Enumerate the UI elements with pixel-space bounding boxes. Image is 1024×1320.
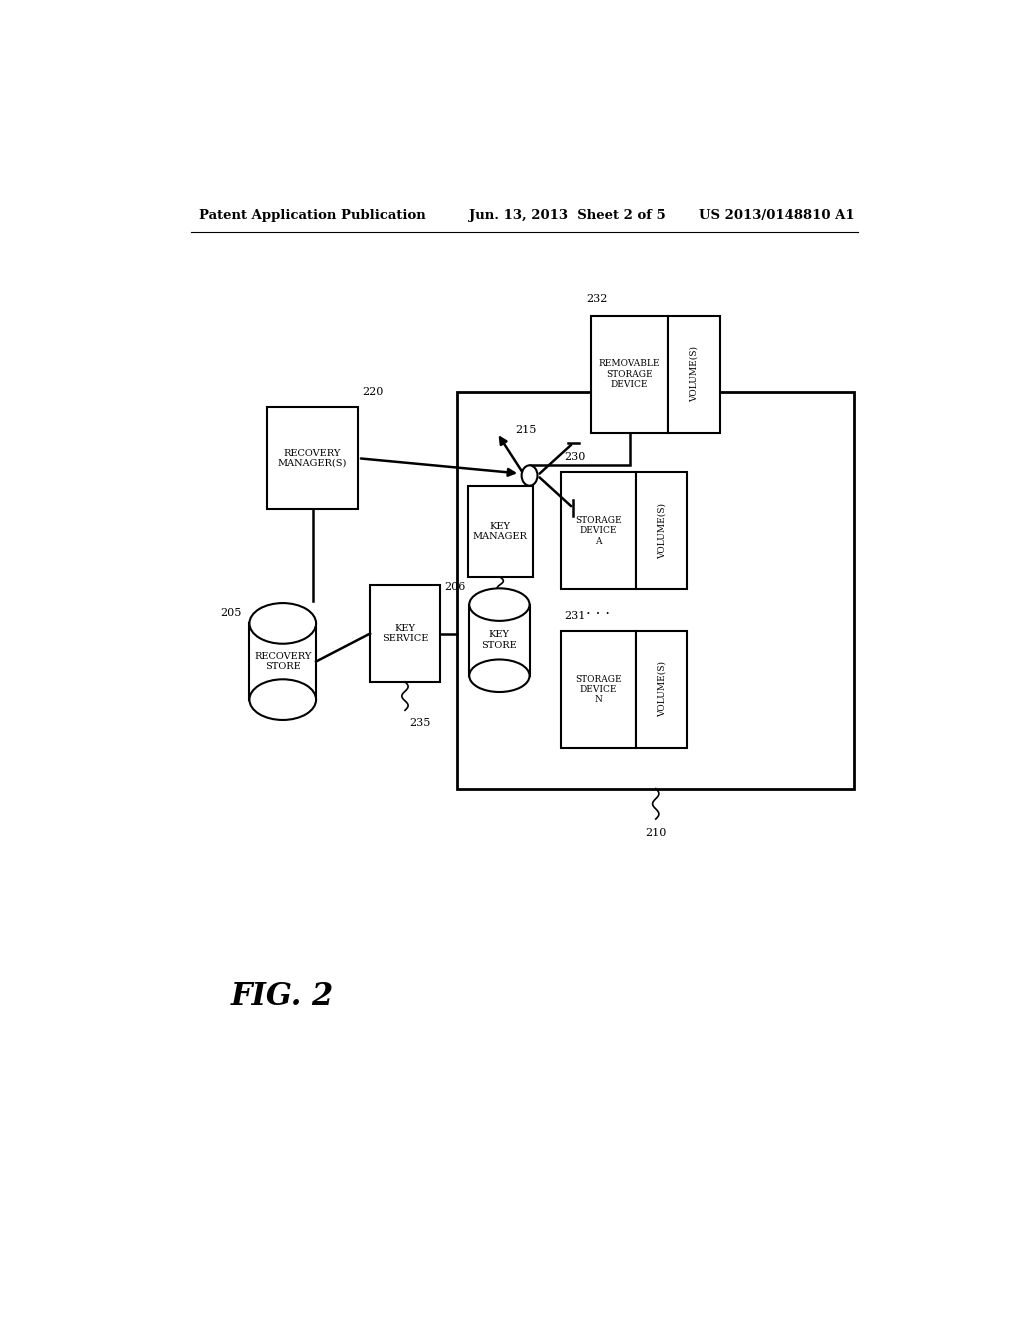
Text: Patent Application Publication: Patent Application Publication bbox=[200, 209, 426, 222]
Ellipse shape bbox=[469, 589, 529, 620]
Text: STORAGE
DEVICE
A: STORAGE DEVICE A bbox=[574, 516, 622, 545]
Text: KEY
SERVICE: KEY SERVICE bbox=[382, 624, 428, 643]
Bar bbox=[458, 392, 854, 788]
Bar bbox=[468, 486, 532, 577]
Text: RECOVERY
MANAGER(S): RECOVERY MANAGER(S) bbox=[278, 449, 347, 467]
Text: KEY
MANAGER: KEY MANAGER bbox=[473, 521, 527, 541]
Text: FIG. 2: FIG. 2 bbox=[231, 982, 335, 1012]
Text: 225: 225 bbox=[475, 606, 497, 615]
Text: 206: 206 bbox=[444, 582, 465, 593]
Text: RECOVERY
STORE: RECOVERY STORE bbox=[254, 652, 311, 671]
Text: 205: 205 bbox=[220, 609, 242, 618]
Bar bbox=[591, 315, 669, 433]
Text: 215: 215 bbox=[515, 425, 537, 434]
Text: VOLUME(S): VOLUME(S) bbox=[690, 346, 698, 403]
Ellipse shape bbox=[250, 680, 316, 719]
Text: REMOVABLE
STORAGE
DEVICE: REMOVABLE STORAGE DEVICE bbox=[599, 359, 660, 389]
Text: 231: 231 bbox=[564, 611, 586, 620]
Text: US 2013/0148810 A1: US 2013/0148810 A1 bbox=[699, 209, 855, 222]
Bar bbox=[560, 473, 636, 589]
Bar bbox=[636, 631, 687, 748]
Bar bbox=[370, 585, 440, 682]
Text: KEY
STORE: KEY STORE bbox=[481, 631, 517, 649]
Text: 235: 235 bbox=[409, 718, 430, 727]
Text: 230: 230 bbox=[564, 453, 586, 462]
Text: 232: 232 bbox=[587, 294, 608, 304]
Text: 220: 220 bbox=[362, 387, 383, 397]
Bar bbox=[669, 315, 720, 433]
Bar bbox=[636, 473, 687, 589]
Text: 210: 210 bbox=[645, 828, 667, 838]
Bar bbox=[560, 631, 636, 748]
Text: Jun. 13, 2013  Sheet 2 of 5: Jun. 13, 2013 Sheet 2 of 5 bbox=[469, 209, 666, 222]
Bar bbox=[267, 408, 358, 510]
Text: VOLUME(S): VOLUME(S) bbox=[657, 661, 667, 718]
Text: STORAGE
DEVICE
N: STORAGE DEVICE N bbox=[574, 675, 622, 705]
Ellipse shape bbox=[250, 603, 316, 644]
Text: . . .: . . . bbox=[586, 603, 610, 618]
Ellipse shape bbox=[469, 660, 529, 692]
Text: VOLUME(S): VOLUME(S) bbox=[657, 503, 667, 558]
Circle shape bbox=[521, 466, 538, 486]
